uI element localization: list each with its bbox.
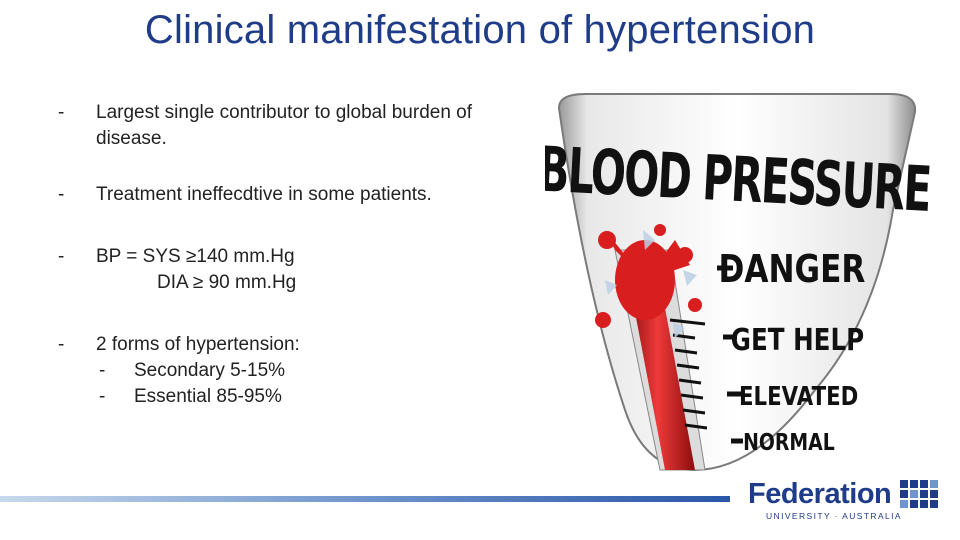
level-elevated: ELEVATED bbox=[739, 381, 858, 412]
bp-systolic: BP = SYS ≥140 mm.Hg bbox=[96, 246, 295, 267]
bullet-dash: - bbox=[58, 184, 65, 205]
federation-university-logo: Federation UNIVERSITY · AUSTRALIA bbox=[748, 478, 948, 521]
level-dashes bbox=[717, 265, 743, 444]
bullet-text: Treatment ineffecdtive in some patients. bbox=[96, 184, 432, 205]
sub-bullet-text: Secondary 5-15% bbox=[134, 360, 286, 381]
bullet-item: - Largest single contributor to global b… bbox=[56, 100, 526, 152]
logo-mark-icon bbox=[900, 480, 938, 508]
sub-bullet-item: - Essential 85-95% bbox=[56, 384, 526, 410]
bullet-item: - 2 forms of hypertension: - Secondary 5… bbox=[56, 332, 526, 410]
bullet-dash: - bbox=[58, 246, 65, 267]
bullet-item: - BP = SYS ≥140 mm.Hg DIA ≥ 90 mm.Hg bbox=[56, 244, 526, 296]
level-danger: DANGER bbox=[719, 248, 866, 292]
sub-bullet-dash: - bbox=[99, 360, 106, 381]
slide-title: Clinical manifestation of hypertension bbox=[144, 8, 816, 52]
bullet-text: 2 forms of hypertension: bbox=[96, 334, 300, 355]
sub-bullet-text: Essential 85-95% bbox=[134, 386, 282, 407]
bullet-list: - Largest single contributor to global b… bbox=[56, 100, 526, 443]
logo-subtitle: UNIVERSITY · AUSTRALIA bbox=[766, 511, 902, 521]
bullet-item: - Treatment ineffecdtive in some patient… bbox=[56, 182, 526, 208]
level-normal: NORMAL bbox=[743, 428, 835, 455]
glass-shards bbox=[605, 230, 697, 338]
footer-accent-bar bbox=[0, 496, 730, 502]
sub-bullet-dash: - bbox=[99, 386, 106, 407]
bullet-dash: - bbox=[58, 334, 65, 355]
level-get-help: GET HELP bbox=[731, 324, 864, 358]
mercury-column bbox=[627, 270, 695, 470]
bp-diastolic: DIA ≥ 90 mm.Hg bbox=[157, 272, 297, 293]
blood-pressure-thermometer-illustration: BLOOD PRESSURE DANGER GET HELP ELEVATED … bbox=[545, 93, 930, 472]
bullet-dash: - bbox=[58, 102, 65, 123]
sub-bullet-item: - Secondary 5-15% bbox=[56, 358, 526, 384]
logo-name: Federation bbox=[748, 478, 892, 510]
bullet-text: Largest single contributor to global bur… bbox=[96, 102, 473, 149]
mercury-splash bbox=[595, 224, 702, 328]
